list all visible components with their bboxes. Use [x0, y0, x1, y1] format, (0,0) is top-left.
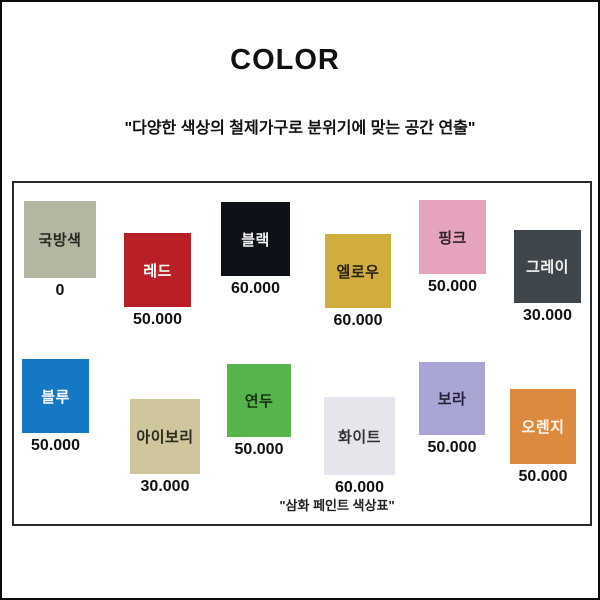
- color-name: 보라: [437, 391, 467, 408]
- color-item-purple: 보라 50.000: [419, 362, 485, 457]
- color-item-blue: 블루 50.000: [22, 359, 89, 455]
- color-item-pink: 핑크 50.000: [419, 200, 486, 296]
- color-swatch-board: 국방색 0 레드 50.000 블랙 60.000 엘로우 60.000 핑크: [12, 181, 592, 526]
- color-price: 50.000: [427, 439, 477, 456]
- color-name: 연두: [244, 393, 274, 410]
- color-swatch: 블루: [22, 359, 89, 433]
- color-price: 50.000: [133, 311, 182, 328]
- color-item-white: 화이트 60.000: [324, 397, 395, 497]
- color-swatch: 아이보리: [130, 399, 200, 474]
- color-swatch: 엘로우: [325, 234, 391, 308]
- color-item-red: 레드 50.000: [124, 233, 191, 329]
- color-name: 블루: [41, 388, 70, 406]
- page-subtitle: "다양한 색상의 철제가구로 분위기에 맞는 공간 연출": [124, 120, 476, 137]
- color-swatch: 보라: [419, 362, 485, 435]
- color-item-yellow: 엘로우 60.000: [325, 234, 391, 330]
- page-title: COLOR: [230, 44, 340, 76]
- color-price: 50.000: [518, 468, 568, 485]
- color-item-black: 블랙 60.000: [221, 202, 290, 298]
- color-item-lightgreen: 연두 50.000: [227, 364, 291, 459]
- color-name: 국방색: [38, 232, 82, 249]
- color-price: 50.000: [428, 278, 477, 295]
- color-swatch: 국방색: [24, 201, 96, 278]
- color-price: 0: [55, 282, 65, 299]
- color-name: 핑크: [438, 229, 467, 247]
- color-name: 블랙: [241, 231, 270, 249]
- color-swatch: 화이트: [324, 397, 395, 475]
- color-price: 60.000: [335, 479, 384, 496]
- color-item-orange: 오렌지 50.000: [510, 389, 576, 486]
- color-name: 오렌지: [521, 419, 565, 436]
- color-price: 30.000: [523, 307, 572, 324]
- color-name: 엘로우: [336, 263, 380, 281]
- color-swatch: 레드: [124, 233, 191, 307]
- color-swatch: 핑크: [419, 200, 486, 274]
- color-swatch: 연두: [227, 364, 291, 437]
- color-item-gray: 그레이 30.000: [514, 230, 581, 325]
- color-price: 60.000: [231, 280, 280, 297]
- color-price: 30.000: [140, 478, 190, 495]
- color-price: 50.000: [31, 437, 80, 454]
- color-swatch: 오렌지: [510, 389, 576, 464]
- board-caption: "삼화 페인트 색상표": [279, 498, 395, 513]
- color-item-gukbangsaek: 국방색 0: [24, 201, 96, 300]
- color-item-ivory: 아이보리 30.000: [130, 399, 200, 496]
- color-name: 레드: [143, 262, 172, 280]
- color-price: 50.000: [234, 441, 284, 458]
- color-swatch: 블랙: [221, 202, 290, 276]
- color-swatch: 그레이: [514, 230, 581, 303]
- color-price: 60.000: [333, 312, 383, 329]
- color-name: 그레이: [526, 259, 569, 276]
- color-name: 화이트: [338, 428, 381, 446]
- color-name: 아이보리: [136, 429, 194, 446]
